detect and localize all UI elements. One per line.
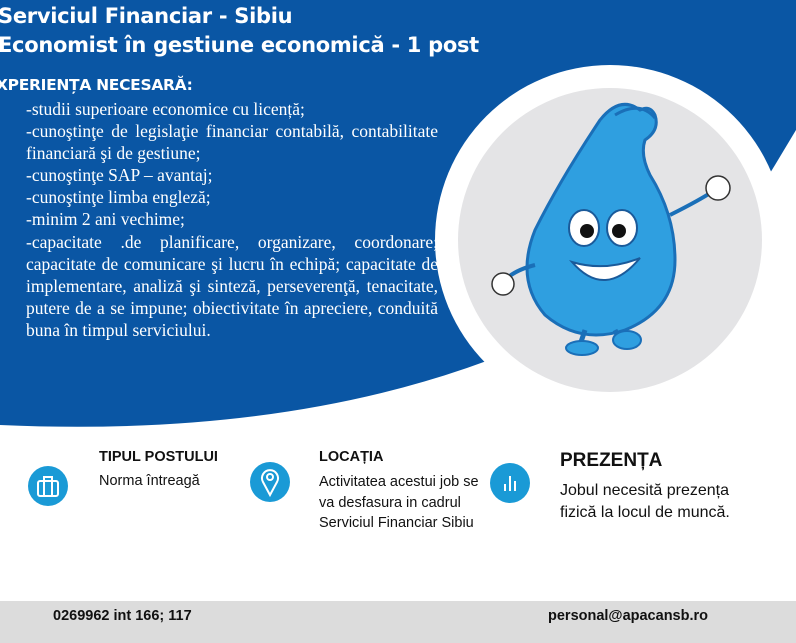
requirements-list: -studii superioare economice cu licență;… <box>26 98 438 341</box>
requirement-item: -cunoştinţe de legislaţie financiar cont… <box>26 121 438 164</box>
requirement-item: -minim 2 ani vechime; <box>26 209 185 230</box>
footer-bar <box>0 601 796 643</box>
email-link[interactable]: personal@apacansb.ro <box>548 608 708 624</box>
presence-heading: PREZENȚA <box>560 450 663 471</box>
requirement-item: -capacitate .de planificare, organizare,… <box>26 231 438 340</box>
bar-chart-icon <box>490 463 530 503</box>
requirement-item: -cunoştinţe limba engleză; <box>26 187 211 208</box>
job-title: Economist în gestiune economică - 1 post <box>0 33 479 57</box>
phone-number: 0269962 int 166; 117 <box>53 608 192 624</box>
water-drop-mascot <box>491 102 731 356</box>
location-heading: LOCAȚIA <box>319 449 384 465</box>
department-title: Serviciul Financiar - Sibiu <box>0 4 293 28</box>
requirement-item: -studii superioare economice cu licență; <box>26 99 305 119</box>
location-pin-icon <box>250 462 290 502</box>
location-text: Activitatea acestui job se va desfasura … <box>319 474 479 531</box>
job-type-heading: TIPUL POSTULUI <box>99 449 218 465</box>
experience-heading: XPERIENȚA NECESARĂ: <box>0 76 193 94</box>
presence-text: Jobul necesită prezența fizică la locul … <box>560 482 730 521</box>
job-type-text: Norma întreagă <box>99 473 200 489</box>
briefcase-icon <box>28 466 68 506</box>
requirement-item: -cunoştinţe SAP – avantaj; <box>26 165 213 186</box>
